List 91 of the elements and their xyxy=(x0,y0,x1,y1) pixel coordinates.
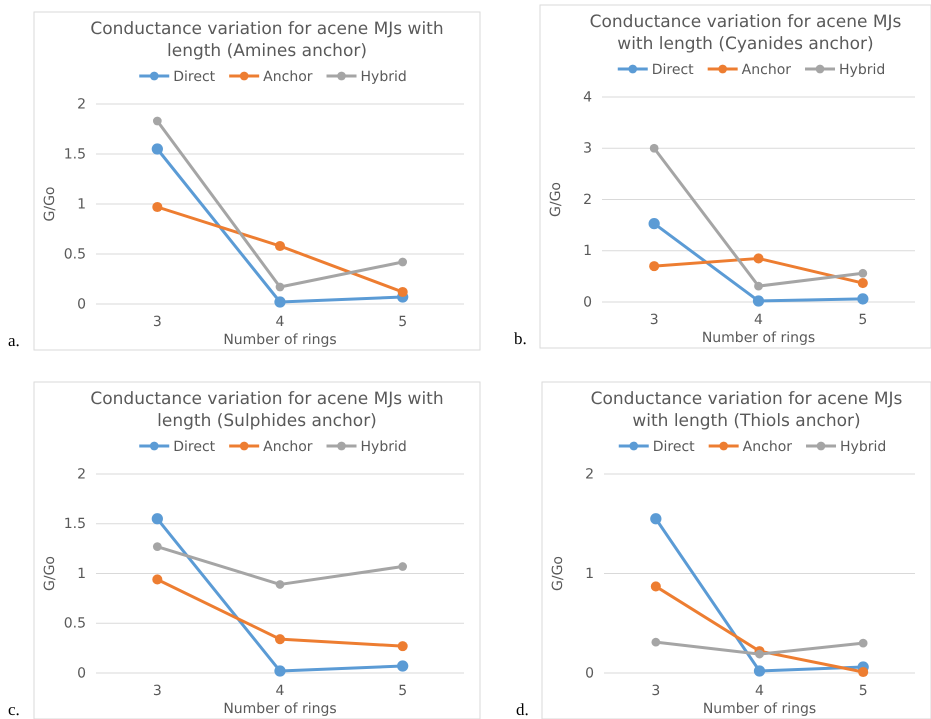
x-tick-label: 5 xyxy=(398,682,408,699)
x-tick-label: 3 xyxy=(651,682,660,699)
point xyxy=(858,666,868,678)
y-tick-label: 1 xyxy=(77,196,86,212)
point xyxy=(152,542,162,551)
y-tick-label: 2 xyxy=(77,466,86,482)
text: c. xyxy=(8,700,20,719)
legend-label: Anchor xyxy=(263,68,313,85)
x-tick-label: 3 xyxy=(152,314,162,330)
point xyxy=(276,282,284,292)
point xyxy=(152,116,162,126)
x-tick-label: 5 xyxy=(398,314,408,330)
x-tick-label: 5 xyxy=(858,312,868,328)
point xyxy=(858,268,868,278)
legend-label: Hybrid xyxy=(360,68,407,85)
point xyxy=(152,202,162,212)
y-tick-label: 0 xyxy=(583,294,592,310)
y-tick-label: 0 xyxy=(77,665,86,682)
point xyxy=(398,286,408,298)
point xyxy=(650,513,662,524)
y-axis-title: G/Go xyxy=(548,182,564,217)
point xyxy=(650,144,659,153)
point xyxy=(276,580,284,589)
point xyxy=(274,240,286,252)
point xyxy=(648,218,660,230)
point xyxy=(754,665,766,677)
point xyxy=(274,665,286,677)
point xyxy=(274,634,286,644)
legend-label: Direct xyxy=(652,62,694,78)
text: b. xyxy=(514,329,527,348)
x-tick-label: 3 xyxy=(152,682,162,699)
y-tick-label: 1.5 xyxy=(64,516,86,532)
y-tick-label: 1 xyxy=(585,566,594,582)
y-tick-label: 2 xyxy=(77,96,86,112)
point xyxy=(857,293,868,305)
point xyxy=(858,638,868,648)
chart-title: Conductance variation for acene MJs with length (Cyanides anchor) xyxy=(590,12,902,54)
y-axis-title: G/Go xyxy=(42,556,58,591)
point xyxy=(858,278,868,288)
legend-label: Hybrid xyxy=(840,438,886,455)
point xyxy=(397,660,408,672)
legend-label: Direct xyxy=(652,438,696,455)
y-axis-title: G/Go xyxy=(550,556,566,591)
legend-label: Hybrid xyxy=(360,438,407,455)
point xyxy=(752,295,764,307)
x-tick-label: 4 xyxy=(276,682,285,699)
point xyxy=(152,574,162,585)
y-tick-label: 1 xyxy=(583,243,592,260)
x-axis-title: Number of rings xyxy=(223,701,337,717)
point xyxy=(398,258,408,266)
chart-title: Conductance variation for acene MJs with length (Amines anchor) xyxy=(90,19,444,61)
x-tick-label: 3 xyxy=(650,312,659,328)
x-tick-label: 4 xyxy=(755,682,764,699)
point xyxy=(152,143,163,155)
x-axis-title: Number of rings xyxy=(702,701,816,717)
point xyxy=(398,562,408,571)
y-tick-label: 0.5 xyxy=(64,246,86,262)
y-tick-label: 0.5 xyxy=(64,616,86,632)
y-axis-title: G/Go xyxy=(42,186,58,222)
x-axis-title: Number of rings xyxy=(702,330,816,346)
point xyxy=(753,253,764,264)
x-tick-label: 4 xyxy=(276,314,285,330)
text: d. xyxy=(516,700,529,719)
point xyxy=(274,296,286,308)
y-tick-label: 3 xyxy=(583,140,592,157)
point xyxy=(651,638,660,647)
legend-label: Direct xyxy=(173,438,216,455)
legend-label: Hybrid xyxy=(839,62,886,78)
point xyxy=(398,641,408,652)
chart-title: Conductance variation for acene MJs with length (Sulphides anchor) xyxy=(90,389,444,431)
y-tick-label: 0 xyxy=(77,296,86,312)
legend-label: Anchor xyxy=(263,438,313,455)
legend-label: Anchor xyxy=(742,62,792,78)
point xyxy=(649,261,660,272)
x-tick-label: 4 xyxy=(754,312,764,328)
x-tick-label: 5 xyxy=(858,682,868,699)
y-tick-label: 1.5 xyxy=(64,146,86,162)
y-tick-label: 2 xyxy=(583,192,592,208)
point xyxy=(650,581,661,592)
legend-label: Anchor xyxy=(742,438,792,455)
x-axis-title: Number of rings xyxy=(223,332,337,348)
chart-title: Conductance variation for acene MJs with length (Thiols anchor) xyxy=(590,389,903,431)
y-tick-label: 0 xyxy=(585,665,594,682)
text: a. xyxy=(8,331,20,350)
y-tick-label: 1 xyxy=(77,566,86,582)
point xyxy=(754,282,763,290)
legend-label: Direct xyxy=(173,68,216,85)
point xyxy=(152,513,163,524)
point xyxy=(755,650,764,658)
y-tick-label: 4 xyxy=(583,89,592,106)
y-tick-label: 2 xyxy=(585,466,594,482)
